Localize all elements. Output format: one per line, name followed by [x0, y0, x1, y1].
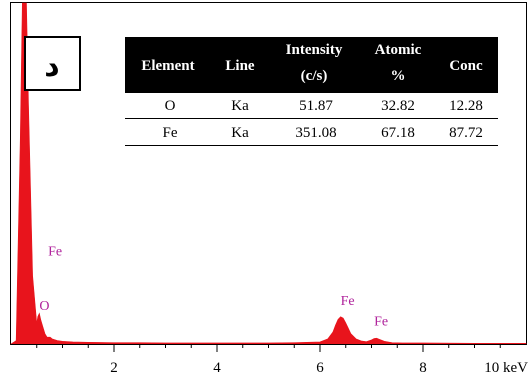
x-tick-label-1: 4 [213, 360, 221, 376]
cell-row1-intensity: 51.87 [299, 98, 333, 114]
cell-row1-element: O [165, 98, 176, 114]
composition-table: Element Line Intensity (c/s) Atomic % Co… [125, 37, 498, 146]
header-intensity: Intensity [286, 42, 343, 58]
header-element: Element [141, 58, 194, 74]
cell-row2-line: Ka [231, 125, 249, 141]
table-header-background [125, 37, 498, 93]
cell-row1-atomic: 32.82 [381, 98, 415, 114]
peak-label-0: Fe [48, 244, 62, 259]
x-tick-label-4: 10 keV [484, 360, 528, 376]
header-atomic: Atomic [375, 42, 422, 58]
peak-label-1: O [39, 299, 49, 314]
cell-row2-element: Fe [163, 125, 178, 141]
spectrum-layer [10, 2, 527, 345]
header-conc: Conc [449, 58, 483, 74]
header-intensity-unit: (c/s) [301, 68, 328, 84]
peak-label-3: Fe [374, 314, 388, 329]
cell-row1-conc: 12.28 [449, 98, 483, 114]
peak-label-2: Fe [341, 294, 355, 309]
spectrum-area-0 [10, 2, 527, 345]
header-atomic-unit: % [391, 68, 406, 84]
x-tick-label-2: 6 [316, 360, 324, 376]
panel-label: د [44, 49, 59, 84]
cell-row1-line: Ka [231, 98, 249, 114]
x-axis: 2 4 6 8 10 keV [11, 344, 528, 376]
panel-label-box: د [24, 36, 81, 91]
cell-row2-intensity: 351.08 [295, 125, 336, 141]
cell-row2-atomic: 67.18 [381, 125, 415, 141]
peak-labels: Fe O Fe Fe [39, 244, 388, 329]
cell-row2-conc: 87.72 [449, 125, 483, 141]
x-tick-label-0: 2 [110, 360, 118, 376]
header-line: Line [225, 58, 255, 74]
x-tick-label-3: 8 [419, 360, 427, 376]
